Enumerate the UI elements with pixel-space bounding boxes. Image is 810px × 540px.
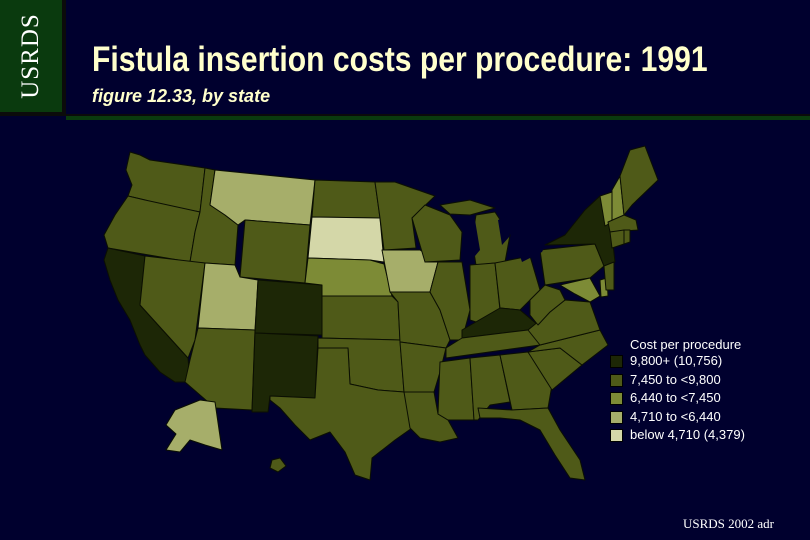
- state-LA: [403, 391, 459, 443]
- legend-swatch: [610, 373, 623, 387]
- state-KS: [321, 295, 401, 341]
- state-MI-UP: [439, 199, 496, 216]
- state-SD: [307, 216, 385, 263]
- state-AR: [399, 341, 447, 393]
- state-ND: [311, 179, 381, 219]
- legend-title: Cost per procedure: [630, 337, 742, 352]
- legend-label: 4,710 to <6,440: [630, 408, 721, 424]
- state-MD: [559, 277, 601, 303]
- lake-michigan: [466, 220, 480, 262]
- state-AK: [165, 399, 223, 453]
- state-HI: [269, 457, 287, 473]
- legend-item: below 4,710 (4,379): [610, 426, 745, 445]
- map-legend: Cost per procedure 9,800+ (10,756) 7,450…: [610, 337, 745, 445]
- state-CO: [254, 279, 323, 336]
- page-title: Fistula insertion costs per procedure: 1…: [92, 40, 708, 79]
- state-NV: [139, 255, 206, 359]
- legend-item: 7,450 to <9,800: [610, 371, 741, 390]
- legend-label: 6,440 to <7,450: [630, 390, 721, 405]
- header-divider-shadow: [66, 114, 810, 116]
- state-ME: [619, 145, 659, 216]
- state-NJ: [603, 261, 615, 291]
- state-WY: [239, 219, 311, 284]
- state-RI: [623, 229, 631, 245]
- legend-label: 9,800+ (10,756): [630, 353, 723, 368]
- legend-swatch: [610, 429, 623, 442]
- legend-item: 6,440 to <7,450: [610, 389, 741, 408]
- state-IL: [424, 261, 471, 341]
- legend-swatch: [610, 410, 623, 424]
- legend-swatch: [610, 392, 623, 405]
- legend-label: 7,450 to <9,800: [630, 371, 721, 387]
- lake-erie: [520, 246, 545, 262]
- lake-huron: [498, 216, 510, 245]
- state-AZ: [184, 327, 256, 411]
- state-MN: [374, 181, 436, 251]
- legend-swatch: [610, 355, 623, 368]
- footer-credit: USRDS 2002 adr: [682, 516, 774, 531]
- state-MS: [437, 357, 475, 421]
- legend-label: below 4,710 (4,379): [630, 427, 745, 442]
- state-WV: [529, 284, 566, 326]
- state-CT: [609, 229, 625, 249]
- state-MA: [607, 214, 639, 233]
- header-divider: [66, 116, 810, 120]
- page-subtitle: figure 12.33, by state: [92, 86, 271, 106]
- state-FL: [477, 407, 586, 481]
- state-TX: [269, 347, 413, 481]
- legend-item: 4,710 to <6,440: [610, 408, 741, 427]
- great-lakes: [466, 216, 545, 262]
- state-PA: [539, 243, 605, 286]
- legend-item: 9,800+ (10,756): [610, 352, 741, 371]
- state-GA: [499, 351, 553, 411]
- usrds-badge: USRDS: [0, 0, 66, 116]
